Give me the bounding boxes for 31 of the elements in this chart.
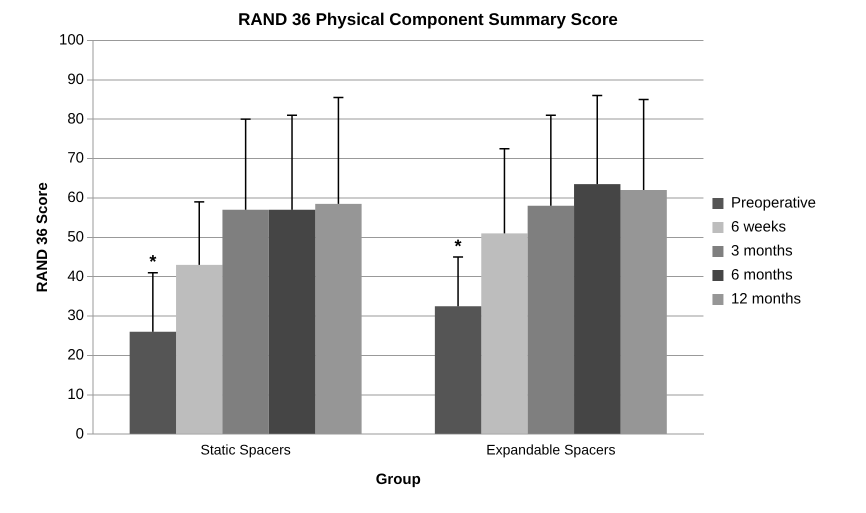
legend-label: 6 weeks xyxy=(730,218,786,236)
y-tick-label: 60 xyxy=(67,189,84,206)
annotation: * xyxy=(454,236,462,256)
bar xyxy=(268,210,316,434)
x-tick-label: Expandable Spacers xyxy=(486,441,616,458)
y-tick-label: 20 xyxy=(67,346,84,364)
x-tick-label: Static Spacers xyxy=(200,441,291,458)
y-tick-label: 70 xyxy=(67,150,84,167)
annotation: * xyxy=(149,252,156,272)
y-tick-label: 90 xyxy=(67,70,84,88)
bar xyxy=(528,206,574,434)
legend-label: 12 months xyxy=(730,290,801,308)
legend-label: 3 months xyxy=(730,242,793,260)
y-axis-title: RAND 36 Score xyxy=(34,182,52,292)
y-tick-label: 80 xyxy=(67,110,84,128)
bar xyxy=(130,332,176,434)
bar xyxy=(481,233,528,434)
y-tick-label: 0 xyxy=(76,425,84,442)
y-tick-label: 40 xyxy=(67,268,84,285)
bar xyxy=(434,306,482,434)
y-tick-label: 100 xyxy=(58,32,84,49)
bar xyxy=(176,264,222,434)
y-tick-label: 10 xyxy=(67,386,84,403)
bar xyxy=(222,210,269,434)
chart-title: RAND 36 Physical Component Summary Score xyxy=(238,10,618,29)
y-tick-label: 30 xyxy=(67,307,84,324)
legend-label: Preoperative xyxy=(730,194,816,212)
bar xyxy=(574,184,620,434)
x-axis-title: Group xyxy=(376,471,421,488)
y-tick-label: 50 xyxy=(67,228,84,246)
legend-label: 6 months xyxy=(730,266,793,284)
